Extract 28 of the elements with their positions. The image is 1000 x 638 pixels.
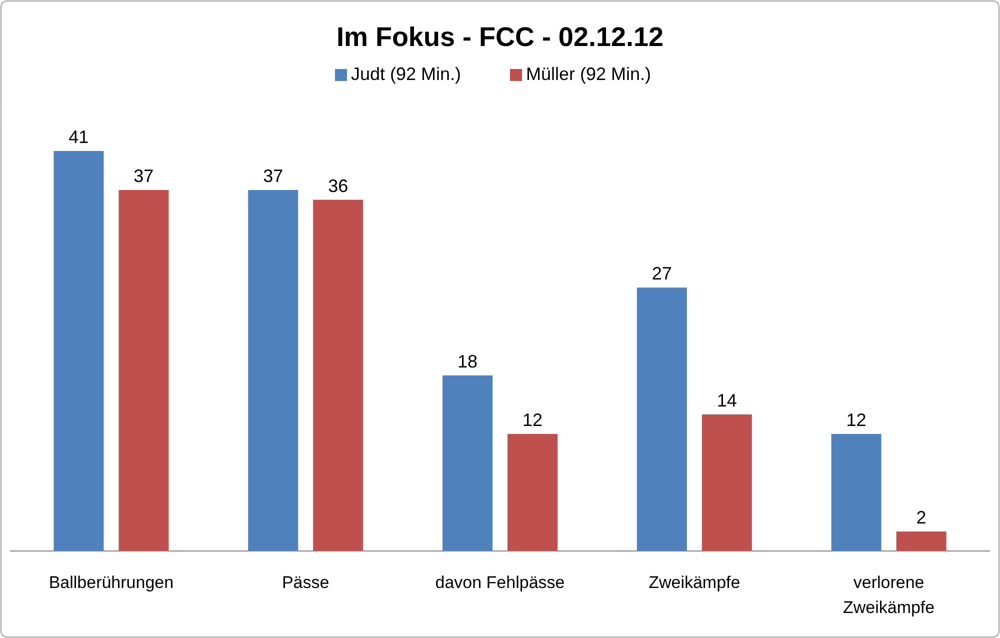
x-tick-label: verlorene Zweikämpfe: [842, 573, 935, 617]
data-label: 12: [846, 410, 866, 430]
data-label: 18: [457, 351, 478, 372]
chart-title: Im Fokus - FCC - 02.12.12: [336, 22, 664, 52]
x-tick-label: Pässe: [282, 573, 330, 592]
data-label: 37: [263, 166, 284, 186]
bar: [702, 414, 752, 551]
x-tick-label: davon Fehlpässe: [435, 573, 565, 592]
data-label: 2: [916, 507, 926, 528]
bar: [54, 151, 104, 551]
bar: [118, 190, 169, 551]
legend-label: Judt (92 Min.): [351, 64, 462, 84]
bar: [636, 288, 687, 551]
data-label: 37: [134, 166, 154, 186]
data-label: 14: [716, 390, 737, 410]
bar: [442, 375, 492, 551]
data-label: 36: [328, 176, 348, 196]
data-label: 41: [68, 127, 89, 147]
legend-label: Müller (92 Min.): [526, 64, 652, 84]
bar: [508, 434, 558, 551]
data-label: 12: [522, 410, 543, 430]
data-label: 27: [652, 264, 672, 284]
bar: [831, 434, 882, 551]
bar: [248, 190, 298, 551]
x-tick-label: Ballberührungen: [48, 573, 174, 592]
bar: [896, 531, 946, 551]
bar: [313, 200, 364, 551]
x-tick-label: Zweikämpfe: [648, 573, 740, 592]
